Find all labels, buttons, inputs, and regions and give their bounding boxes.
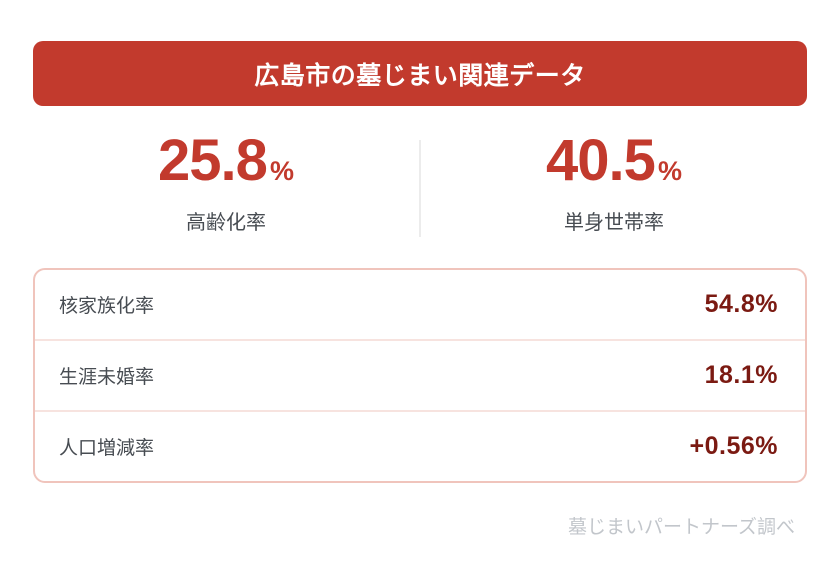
page-title: 広島市の墓じまい関連データ: [254, 61, 586, 90]
row-label: 核家族化率: [59, 296, 155, 317]
title-banner: 広島市の墓じまい関連データ: [33, 41, 807, 106]
stat-aging-rate: 25.8 % 高齢化率: [33, 132, 419, 240]
stat-value-row: 40.5 %: [546, 132, 682, 190]
stat-label: 単身世帯率: [564, 212, 664, 234]
highlight-stats: 25.8 % 高齢化率 40.5 % 単身世帯率: [33, 132, 807, 240]
row-label: 人口増減率: [59, 438, 155, 459]
table-row-population-change: 人口増減率 +0.56%: [35, 410, 805, 481]
stat-value: 40.5: [546, 128, 656, 193]
source-credit: 墓じまいパートナーズ調べ: [567, 517, 795, 538]
stat-unit: %: [657, 156, 682, 186]
stats-divider: [419, 140, 421, 237]
table-row-nuclear-family: 核家族化率 54.8%: [35, 270, 805, 339]
stat-value-row: 25.8 %: [158, 132, 294, 190]
data-table: 核家族化率 54.8% 生涯未婚率 18.1% 人口増減率 +0.56%: [33, 268, 807, 483]
row-value: 54.8%: [704, 290, 778, 318]
stat-label: 高齢化率: [186, 212, 266, 234]
stat-single-household-rate: 40.5 % 単身世帯率: [421, 132, 807, 240]
stat-value: 25.8: [158, 128, 268, 193]
table-row-lifetime-unmarried: 生涯未婚率 18.1%: [35, 339, 805, 410]
row-label: 生涯未婚率: [59, 367, 155, 388]
stat-unit: %: [269, 156, 294, 186]
row-value: +0.56%: [689, 432, 778, 460]
row-value: 18.1%: [704, 361, 778, 389]
